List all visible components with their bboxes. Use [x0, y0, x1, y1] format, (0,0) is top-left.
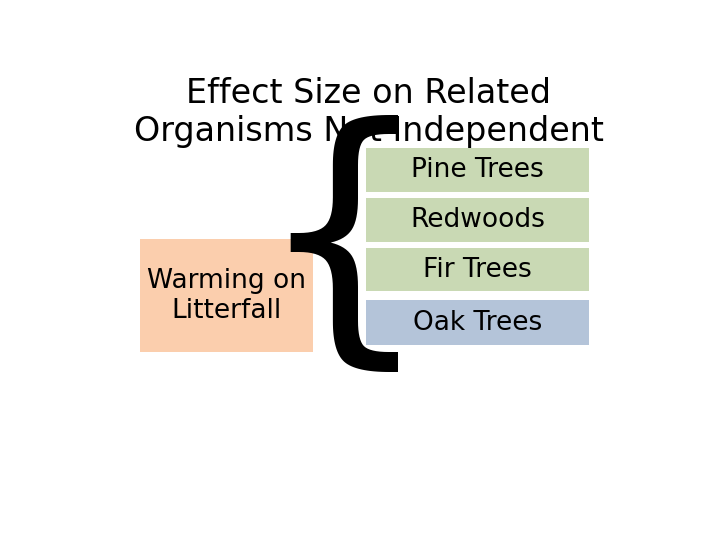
Text: Warming on
Litterfall: Warming on Litterfall — [147, 267, 306, 323]
Text: Redwoods: Redwoods — [410, 207, 545, 233]
FancyBboxPatch shape — [366, 148, 590, 192]
Text: Effect Size on Related
Organisms Not Independent: Effect Size on Related Organisms Not Ind… — [134, 77, 604, 148]
FancyBboxPatch shape — [366, 248, 590, 292]
FancyBboxPatch shape — [366, 198, 590, 241]
Text: Fir Trees: Fir Trees — [423, 256, 532, 282]
FancyBboxPatch shape — [366, 300, 590, 346]
Text: {: { — [256, 115, 432, 385]
Text: Pine Trees: Pine Trees — [411, 157, 544, 183]
Text: Oak Trees: Oak Trees — [413, 309, 542, 335]
FancyBboxPatch shape — [140, 239, 313, 352]
